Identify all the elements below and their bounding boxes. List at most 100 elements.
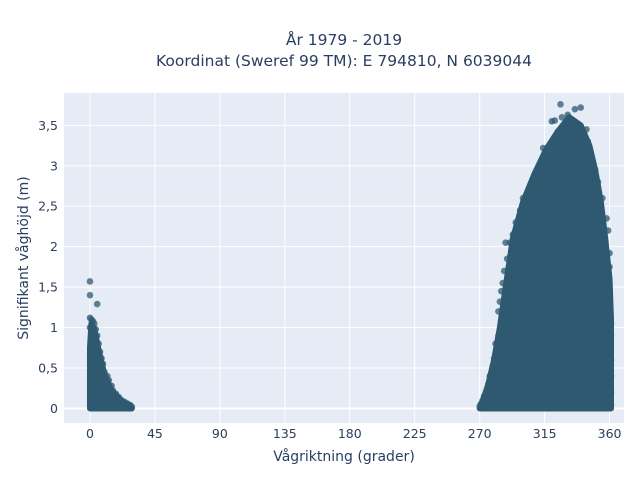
y-tick-label: 0 — [50, 401, 58, 416]
data-point — [594, 178, 602, 186]
x-tick-label: 270 — [468, 426, 492, 441]
data-point — [91, 320, 98, 327]
data-point — [93, 332, 101, 339]
data-point — [98, 354, 105, 362]
data-point — [601, 239, 609, 246]
data-point — [498, 287, 505, 295]
data-point — [604, 227, 612, 234]
data-point — [557, 147, 564, 155]
data-point — [599, 194, 606, 202]
data-point — [499, 279, 507, 287]
chart-title-line-1: År 1979 - 2019 — [286, 30, 402, 49]
data-point — [492, 340, 499, 348]
data-point — [95, 340, 102, 348]
data-point — [571, 105, 579, 113]
data-point — [607, 356, 615, 364]
data-point — [89, 388, 97, 396]
data-point — [86, 278, 94, 285]
data-point — [586, 146, 593, 153]
data-point — [493, 348, 501, 356]
data-point — [512, 219, 520, 226]
data-point — [95, 380, 102, 388]
data-points — [86, 101, 615, 412]
data-point — [607, 332, 615, 339]
data-point — [577, 202, 585, 210]
data-point — [557, 101, 564, 108]
data-point — [96, 348, 104, 356]
data-point — [606, 249, 613, 257]
data-point — [534, 211, 541, 218]
data-point — [496, 298, 504, 305]
data-point — [102, 395, 110, 403]
data-point — [606, 287, 613, 295]
data-point — [498, 316, 505, 323]
x-tick-label: 225 — [403, 426, 427, 441]
y-tick-label: 1,5 — [38, 280, 58, 295]
data-point — [505, 301, 512, 309]
data-point — [548, 118, 556, 125]
data-point — [99, 360, 107, 368]
data-point — [91, 346, 98, 354]
data-point — [607, 401, 615, 408]
data-point — [584, 138, 592, 145]
data-point — [89, 328, 97, 335]
data-point — [92, 364, 100, 372]
data-point — [519, 194, 527, 202]
data-point — [539, 144, 547, 152]
chart-title-line-2: Koordinat (Sweref 99 TM): E 794810, N 60… — [156, 52, 532, 70]
data-point — [483, 387, 491, 394]
data-point — [570, 170, 577, 178]
data-point — [591, 166, 599, 174]
data-point — [577, 104, 585, 111]
x-tick-label: 180 — [338, 426, 362, 441]
data-point — [606, 299, 613, 307]
data-point — [486, 372, 494, 380]
y-tick-label: 3,5 — [38, 118, 58, 133]
y-tick-label: 2 — [50, 239, 58, 254]
data-point — [509, 231, 517, 238]
data-point — [502, 239, 509, 246]
y-axis-ticks: 0 0,5 1 1,5 2 2,5 3 3,5 — [38, 118, 58, 416]
data-point — [503, 255, 511, 263]
y-tick-label: 1 — [50, 320, 58, 335]
x-tick-label: 315 — [533, 426, 557, 441]
y-tick-label: 3 — [50, 158, 58, 173]
x-tick-label: 135 — [273, 426, 297, 441]
data-point — [489, 363, 496, 370]
x-tick-label: 0 — [86, 426, 94, 441]
data-point — [500, 324, 508, 331]
data-point — [86, 291, 94, 299]
data-point — [554, 128, 561, 136]
y-tick-label: 0,5 — [38, 361, 58, 376]
x-tick-label: 90 — [212, 426, 228, 441]
data-point — [106, 401, 114, 408]
data-point — [88, 333, 95, 341]
data-point — [541, 154, 548, 162]
data-point — [495, 332, 502, 339]
data-point — [526, 227, 534, 234]
data-point — [564, 111, 572, 119]
data-point — [562, 150, 570, 157]
data-point — [105, 376, 113, 384]
data-point — [490, 354, 498, 362]
data-point — [545, 186, 553, 194]
data-point — [607, 388, 615, 396]
data-point — [500, 267, 508, 275]
data-point — [607, 320, 615, 327]
data-point — [607, 372, 615, 380]
data-point — [583, 126, 590, 133]
data-point — [558, 113, 566, 121]
data-point — [516, 206, 524, 214]
data-point — [508, 247, 515, 255]
x-tick-label: 360 — [598, 426, 622, 441]
data-point — [606, 263, 613, 271]
data-point — [604, 274, 612, 281]
data-point — [495, 308, 502, 315]
data-point — [476, 402, 483, 410]
x-tick-label: 45 — [147, 426, 163, 441]
data-point — [128, 403, 136, 411]
x-axis-title: Vågriktning (grader) — [273, 448, 415, 465]
data-point — [603, 215, 610, 222]
y-axis-title: Signifikant våghöjd (m) — [15, 176, 32, 339]
